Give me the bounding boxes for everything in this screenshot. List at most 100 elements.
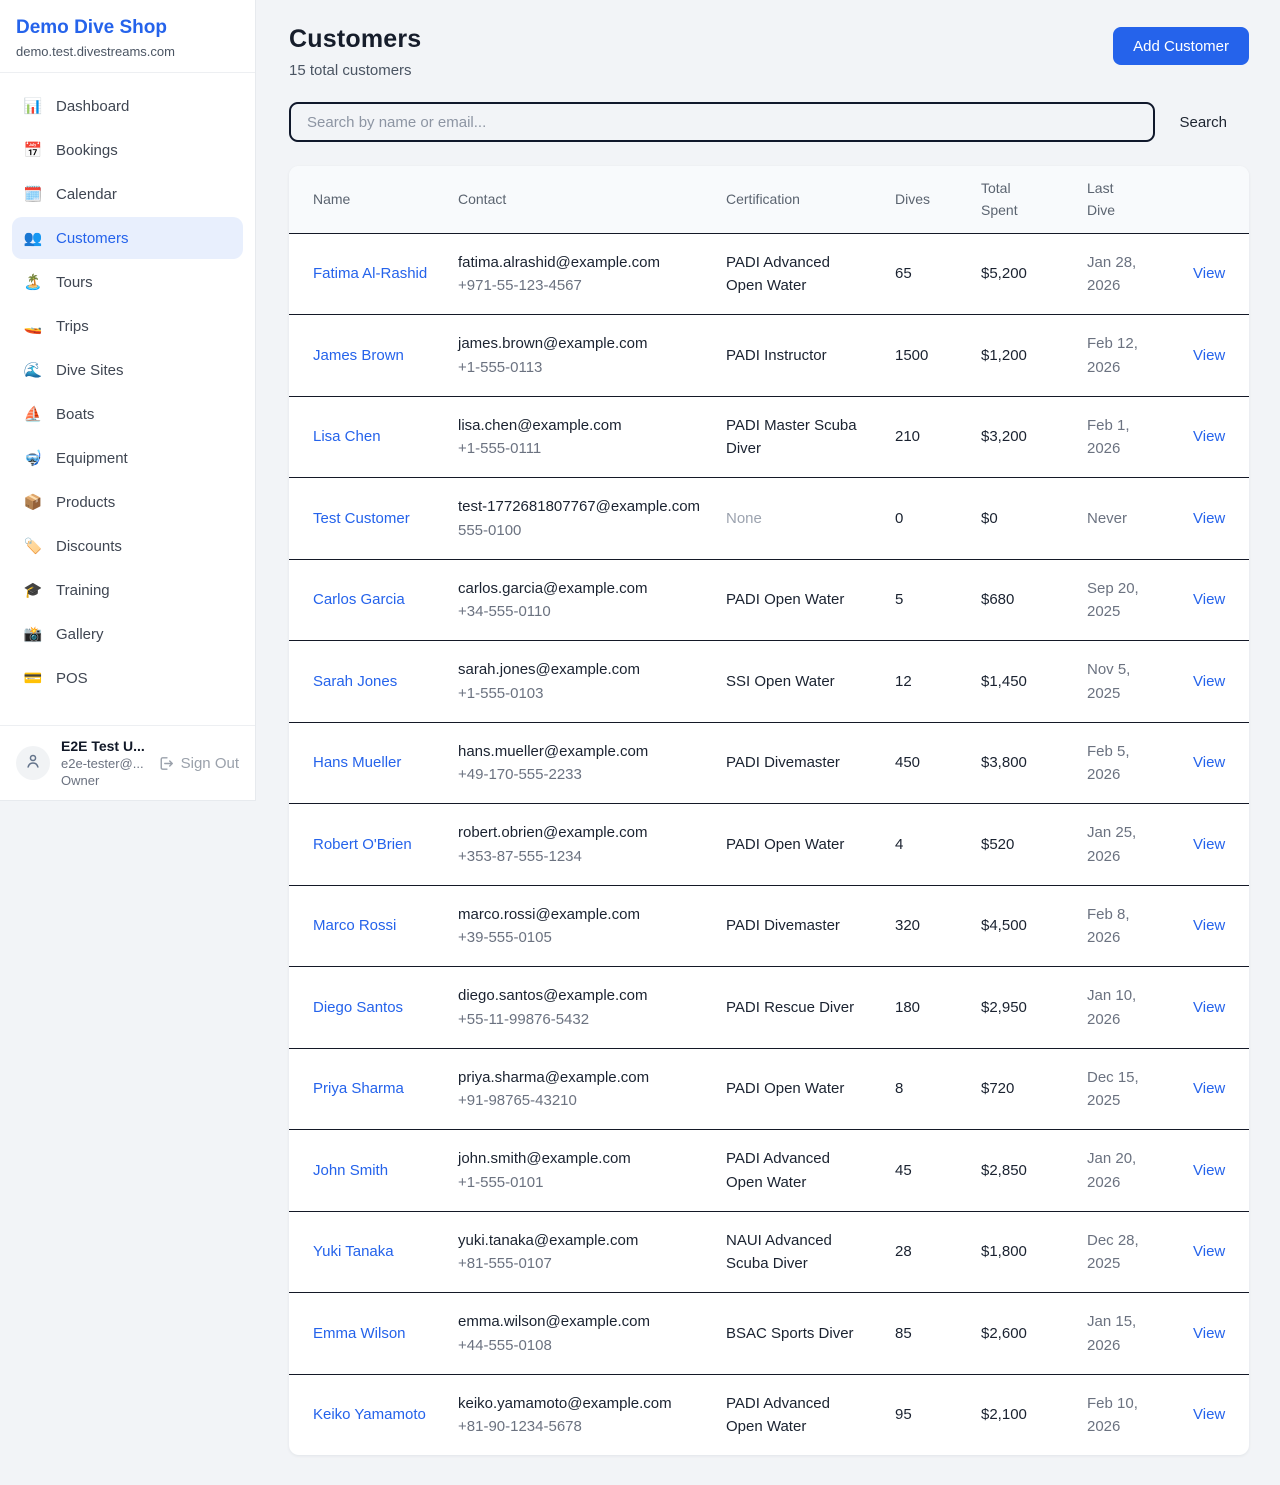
- cell-view: View: [1193, 1130, 1249, 1211]
- table-row: Robert O'Brien robert.obrien@example.com +…: [289, 804, 1249, 886]
- cell-total-spent: $1,450: [981, 672, 1027, 690]
- customer-name-link[interactable]: Fatima Al-Rashid: [313, 265, 428, 283]
- view-customer-link[interactable]: View: [1193, 591, 1226, 609]
- view-customer-link[interactable]: View: [1193, 1243, 1226, 1261]
- cell-total-spent: $3,800: [981, 754, 1027, 772]
- table-header-row: Name Contact Certification Dives Total Spent…: [289, 166, 1249, 234]
- cell-last-dive: Dec 15, 2025: [1087, 1049, 1193, 1130]
- spiral-calendar-icon: 🗓️: [23, 186, 43, 203]
- view-customer-link[interactable]: View: [1193, 1324, 1226, 1342]
- view-customer-link[interactable]: View: [1193, 1080, 1226, 1098]
- sidebar-item-boats[interactable]: ⛵ Boats: [12, 393, 243, 435]
- sidebar-item-training[interactable]: 🎓 Training: [12, 569, 243, 611]
- search-button[interactable]: Search: [1155, 106, 1249, 139]
- cell-contact: fatima.alrashid@example.com +971-55-123-4…: [458, 234, 726, 315]
- cell-view: View: [1193, 397, 1249, 478]
- last-dive-date: Jan 10, 2026: [1087, 987, 1137, 1028]
- view-customer-link[interactable]: View: [1193, 265, 1226, 283]
- cell-view: View: [1193, 641, 1249, 722]
- customer-name-link[interactable]: Emma Wilson: [313, 1324, 406, 1342]
- customer-name-link[interactable]: Sarah Jones: [313, 672, 398, 690]
- customer-name-link[interactable]: Yuki Tanaka: [313, 1243, 394, 1261]
- speedboat-icon: 🚤: [23, 318, 43, 335]
- cell-total-spent: $3,200: [981, 428, 1027, 446]
- view-customer-link[interactable]: View: [1193, 1161, 1226, 1179]
- sidebar-item-gallery[interactable]: 📸 Gallery: [12, 613, 243, 655]
- sidebar-item-discounts[interactable]: 🏷️ Discounts: [12, 525, 243, 567]
- customer-name-link[interactable]: Carlos Garcia: [313, 591, 405, 609]
- cell-last-dive: Jan 28, 2026: [1087, 234, 1193, 315]
- sidebar-item-label: Bookings: [56, 141, 118, 159]
- last-dive-date: Sep 20, 2025: [1087, 579, 1139, 621]
- sidebar-item-pos[interactable]: 💳 POS: [12, 657, 243, 699]
- cell-last-dive: Feb 5, 2026: [1087, 723, 1193, 804]
- sidebar-item-label: Equipment: [56, 449, 128, 467]
- customer-name-link[interactable]: Lisa Chen: [313, 428, 381, 446]
- view-customer-link[interactable]: View: [1193, 917, 1226, 935]
- sidebar-item-calendar[interactable]: 🗓️ Calendar: [12, 173, 243, 215]
- last-dive-date: Never: [1087, 509, 1128, 527]
- view-customer-link[interactable]: View: [1193, 428, 1226, 446]
- cell-name: Lisa Chen: [289, 397, 458, 478]
- cell-view: View: [1193, 1293, 1249, 1374]
- search-input[interactable]: [289, 102, 1156, 142]
- cell-total-spent: $2,950: [981, 998, 1027, 1016]
- view-customer-link[interactable]: View: [1193, 998, 1226, 1016]
- page-header: Customers 15 total customers Add Custome…: [289, 25, 1249, 79]
- sidebar-item-products[interactable]: 📦 Products: [12, 481, 243, 523]
- last-dive-date: Nov 5, 2025: [1087, 661, 1131, 702]
- cell-name: Priya Sharma: [289, 1049, 458, 1130]
- view-customer-link[interactable]: View: [1193, 754, 1226, 772]
- cell-last-dive: Nov 5, 2025: [1087, 641, 1193, 722]
- customer-name-link[interactable]: Hans Mueller: [313, 754, 402, 772]
- cell-last-dive: Dec 28, 2025: [1087, 1212, 1193, 1293]
- add-customer-button[interactable]: Add Customer: [1113, 27, 1249, 65]
- sidebar-item-label: Calendar: [56, 185, 117, 203]
- customer-name-link[interactable]: Test Customer: [313, 509, 410, 527]
- sidebar-item-tours[interactable]: 🏝️ Tours: [12, 261, 243, 303]
- sidebar-item-dive-sites[interactable]: 🌊 Dive Sites: [12, 349, 243, 391]
- table-row: Emma Wilson emma.wilson@example.com +44-55…: [289, 1293, 1249, 1375]
- view-customer-link[interactable]: View: [1193, 346, 1226, 364]
- customer-name-link[interactable]: John Smith: [313, 1161, 389, 1179]
- customer-name-link[interactable]: Priya Sharma: [313, 1080, 404, 1098]
- cell-certification: PADI Rescue Diver: [726, 967, 895, 1048]
- cell-dives: 95: [895, 1406, 912, 1424]
- island-icon: 🏝️: [23, 274, 43, 291]
- sidebar-nav: 📊 Dashboard 📅 Bookings 🗓️ Calendar 👥 Customers 🏝…: [0, 73, 255, 725]
- customer-certification: NAUI Advanced Scuba Diver: [726, 1231, 832, 1273]
- customer-email: marco.rossi@example.com: [458, 905, 640, 923]
- cell-dives: 5: [895, 591, 904, 609]
- sidebar-item-customers[interactable]: 👥 Customers: [12, 217, 243, 259]
- cell-total-spent: $680: [981, 591, 1015, 609]
- sidebar-item-bookings[interactable]: 📅 Bookings: [12, 129, 243, 171]
- graduation-cap-icon: 🎓: [23, 582, 43, 599]
- cell-dives: 210: [895, 428, 921, 446]
- table-row: Test Customer test-1772681807767@example.…: [289, 478, 1249, 560]
- cell-dives: 1500: [895, 346, 929, 364]
- package-icon: 📦: [23, 494, 43, 511]
- view-customer-link[interactable]: View: [1193, 1406, 1226, 1424]
- table-row: Hans Mueller hans.mueller@example.com +49-…: [289, 723, 1249, 805]
- view-customer-link[interactable]: View: [1193, 672, 1226, 690]
- view-customer-link[interactable]: View: [1193, 509, 1226, 527]
- sidebar-item-equipment[interactable]: 🤿 Equipment: [12, 437, 243, 479]
- table-body: Fatima Al-Rashid fatima.alrashid@example.…: [289, 234, 1249, 1456]
- page-subtitle: 15 total customers: [289, 62, 412, 79]
- view-customer-link[interactable]: View: [1193, 835, 1226, 853]
- sidebar-item-label: Dive Sites: [56, 361, 124, 379]
- sidebar-item-label: Trips: [56, 317, 89, 335]
- sign-out-label: Sign Out: [180, 754, 239, 772]
- customer-name-link[interactable]: Keiko Yamamoto: [313, 1406, 426, 1424]
- customer-name-link[interactable]: Marco Rossi: [313, 917, 397, 935]
- people-icon: 👥: [23, 230, 43, 247]
- sidebar-item-trips[interactable]: 🚤 Trips: [12, 305, 243, 347]
- customer-name-link[interactable]: Diego Santos: [313, 998, 404, 1016]
- sign-out-button[interactable]: Sign Out: [157, 755, 239, 772]
- sidebar-item-dashboard[interactable]: 📊 Dashboard: [12, 85, 243, 127]
- cell-dives: 45: [895, 1161, 912, 1179]
- customer-email: priya.sharma@example.com: [458, 1068, 650, 1086]
- customer-name-link[interactable]: James Brown: [313, 346, 404, 364]
- sidebar-item-label: Dashboard: [56, 97, 130, 115]
- customer-name-link[interactable]: Robert O'Brien: [313, 835, 412, 853]
